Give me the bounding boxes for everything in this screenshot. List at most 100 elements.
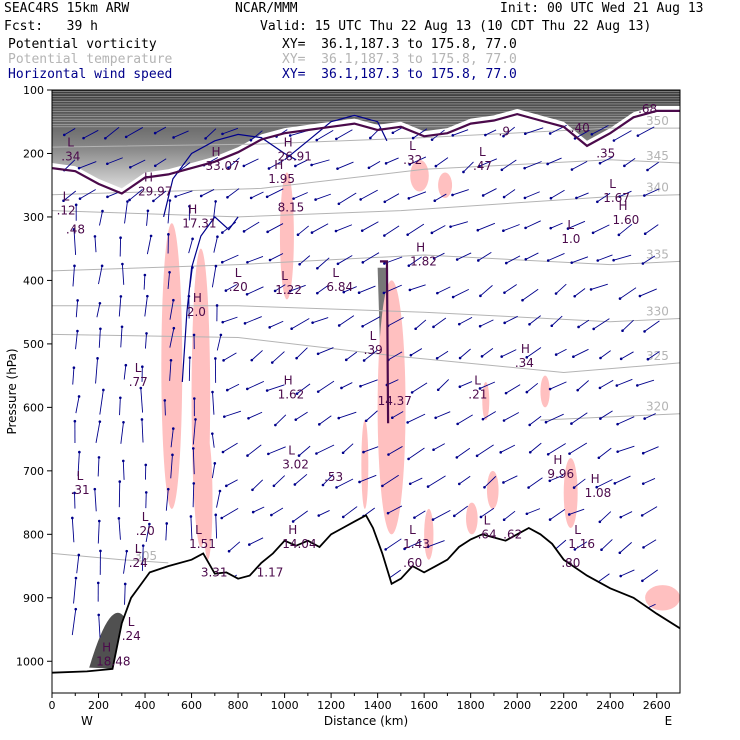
wind-vector-head [295, 392, 299, 395]
pv-extremum-value: .32 [403, 153, 422, 167]
wind-vector [97, 457, 100, 477]
wind-vector [639, 288, 657, 297]
wind-vector [412, 128, 428, 139]
theta-contour [52, 194, 680, 218]
wind-vector [525, 127, 544, 135]
wind-vector-head [227, 166, 230, 169]
wind-vector [317, 257, 330, 269]
wind-vector [620, 511, 633, 518]
wind-vector-head [242, 230, 246, 233]
wind-vector-head [387, 453, 390, 456]
wind-vector-head [554, 353, 558, 356]
wind-vector [73, 229, 77, 255]
wind-vector [143, 274, 146, 290]
wind-vector-head [573, 294, 576, 298]
pv-extremum-value: .34 [515, 356, 534, 370]
pv-extremum-value: .9 [499, 124, 510, 138]
wind-vector-head [251, 488, 254, 492]
y-tick-label: 900 [23, 592, 44, 605]
pv-extremum-type: L [474, 374, 481, 388]
wind-vector [295, 411, 308, 421]
wind-speed-shading [361, 420, 369, 509]
wind-vector [437, 286, 451, 294]
pv-extremum-type: H [284, 136, 293, 150]
theta-contour-label: 330 [646, 305, 669, 319]
wind-speed-shading [645, 585, 680, 611]
wind-vector [479, 381, 496, 389]
wind-vector-head [595, 485, 599, 489]
wind-vector-head [102, 388, 105, 392]
pv-extremum-type: L [484, 513, 491, 527]
wind-vector-head [245, 387, 249, 391]
pv-contour [52, 109, 680, 195]
pv-extremum-type: L [288, 443, 295, 457]
wind-vector-head [341, 515, 345, 519]
wind-vector [550, 189, 565, 199]
wind-vector [336, 129, 353, 140]
pv-extremum-value: 1.51 [189, 537, 216, 551]
wind-vector-head [359, 384, 362, 388]
wind-vector [463, 161, 474, 173]
wind-vector [64, 128, 76, 136]
wind-vector-head [358, 480, 361, 484]
wind-vector-head [362, 359, 366, 362]
wind-vector-head [246, 260, 249, 264]
wind-vector [212, 391, 215, 415]
pv-extremum-type: L [332, 266, 339, 280]
wind-vector [311, 223, 329, 233]
chart-header: SEAC4RS 15km ARW NCAR/MMM Init: 00 UTC W… [0, 0, 740, 90]
wind-vector [643, 539, 657, 548]
wind-isotach [163, 133, 297, 218]
y-tick-label: 800 [23, 528, 44, 541]
wind-vector-head [549, 196, 553, 200]
pv-extremum-value: .12 [57, 204, 76, 218]
wind-vector [600, 350, 611, 359]
wind-vector-head [294, 418, 298, 421]
wind-vector-head [78, 197, 82, 200]
pv-extremum-value: .40 [571, 121, 590, 135]
wind-vector [75, 396, 80, 414]
wind-vector-head [641, 579, 644, 583]
wind-vector [140, 388, 144, 413]
wind-vector-head [407, 264, 411, 267]
wind-vector [479, 319, 494, 327]
field-name-pv: Potential vorticity [8, 37, 157, 52]
wind-vector-head [435, 356, 439, 360]
wind-vector [124, 201, 128, 224]
wind-vector-head [144, 491, 148, 494]
wind-vector-head [125, 549, 129, 553]
wind-vector [433, 252, 445, 259]
pv-extremum-value: 18.48 [96, 654, 130, 668]
wind-vector [99, 210, 103, 226]
pv-extremum-type: L [567, 218, 574, 232]
wind-vector [123, 365, 127, 380]
wind-vector-head [99, 549, 102, 553]
wind-vector-head [523, 132, 527, 136]
wind-vector-head [524, 226, 527, 230]
wind-vector-head [364, 419, 368, 423]
wind-vector [222, 254, 239, 263]
wind-vector-head [192, 333, 196, 337]
pv-extremum-type: L [135, 361, 142, 375]
wind-vector-head [100, 264, 104, 268]
wind-vector-head [118, 480, 122, 483]
wind-vector [404, 540, 422, 550]
pv-extremum-value: 26.91 [278, 150, 312, 164]
wind-vector [477, 222, 496, 231]
wind-vector [246, 286, 264, 295]
east-label: E [665, 714, 673, 728]
wind-vector [363, 446, 379, 453]
wind-vector-head [458, 385, 462, 389]
wind-vector-head [293, 483, 297, 486]
wind-vector-head [221, 320, 225, 324]
wind-vector-head [592, 327, 595, 331]
wind-vector [316, 130, 334, 141]
pv-extremum-value: 1.0 [561, 232, 580, 246]
wind-vector [457, 414, 473, 425]
wind-vector-head [546, 162, 549, 166]
wind-speed-shading [466, 502, 478, 535]
wind-vector-head [566, 227, 570, 230]
wind-vector-head [272, 484, 276, 488]
wind-vector [551, 315, 563, 327]
wind-vector-head [481, 417, 485, 421]
